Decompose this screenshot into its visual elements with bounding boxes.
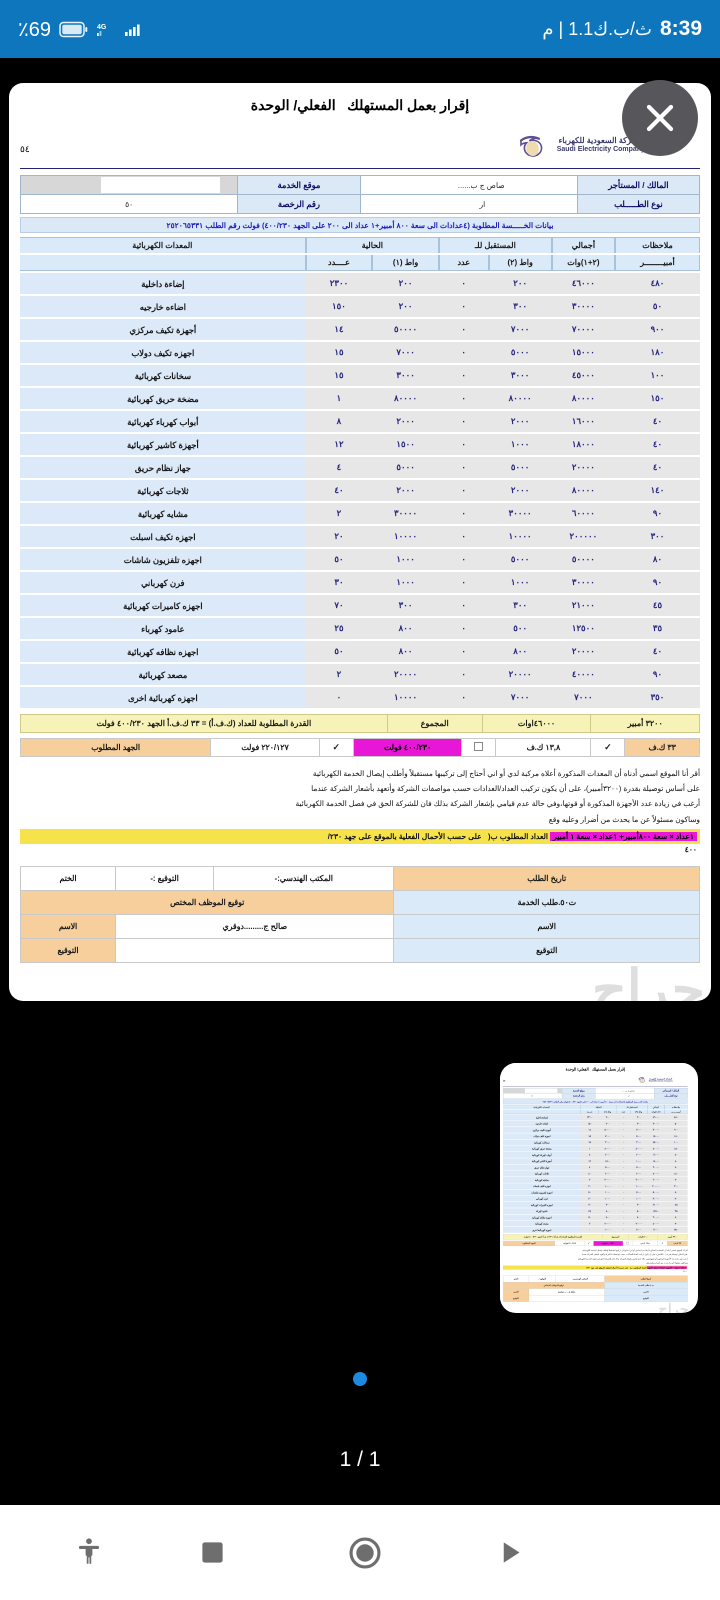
- svg-text:4G: 4G: [97, 24, 107, 31]
